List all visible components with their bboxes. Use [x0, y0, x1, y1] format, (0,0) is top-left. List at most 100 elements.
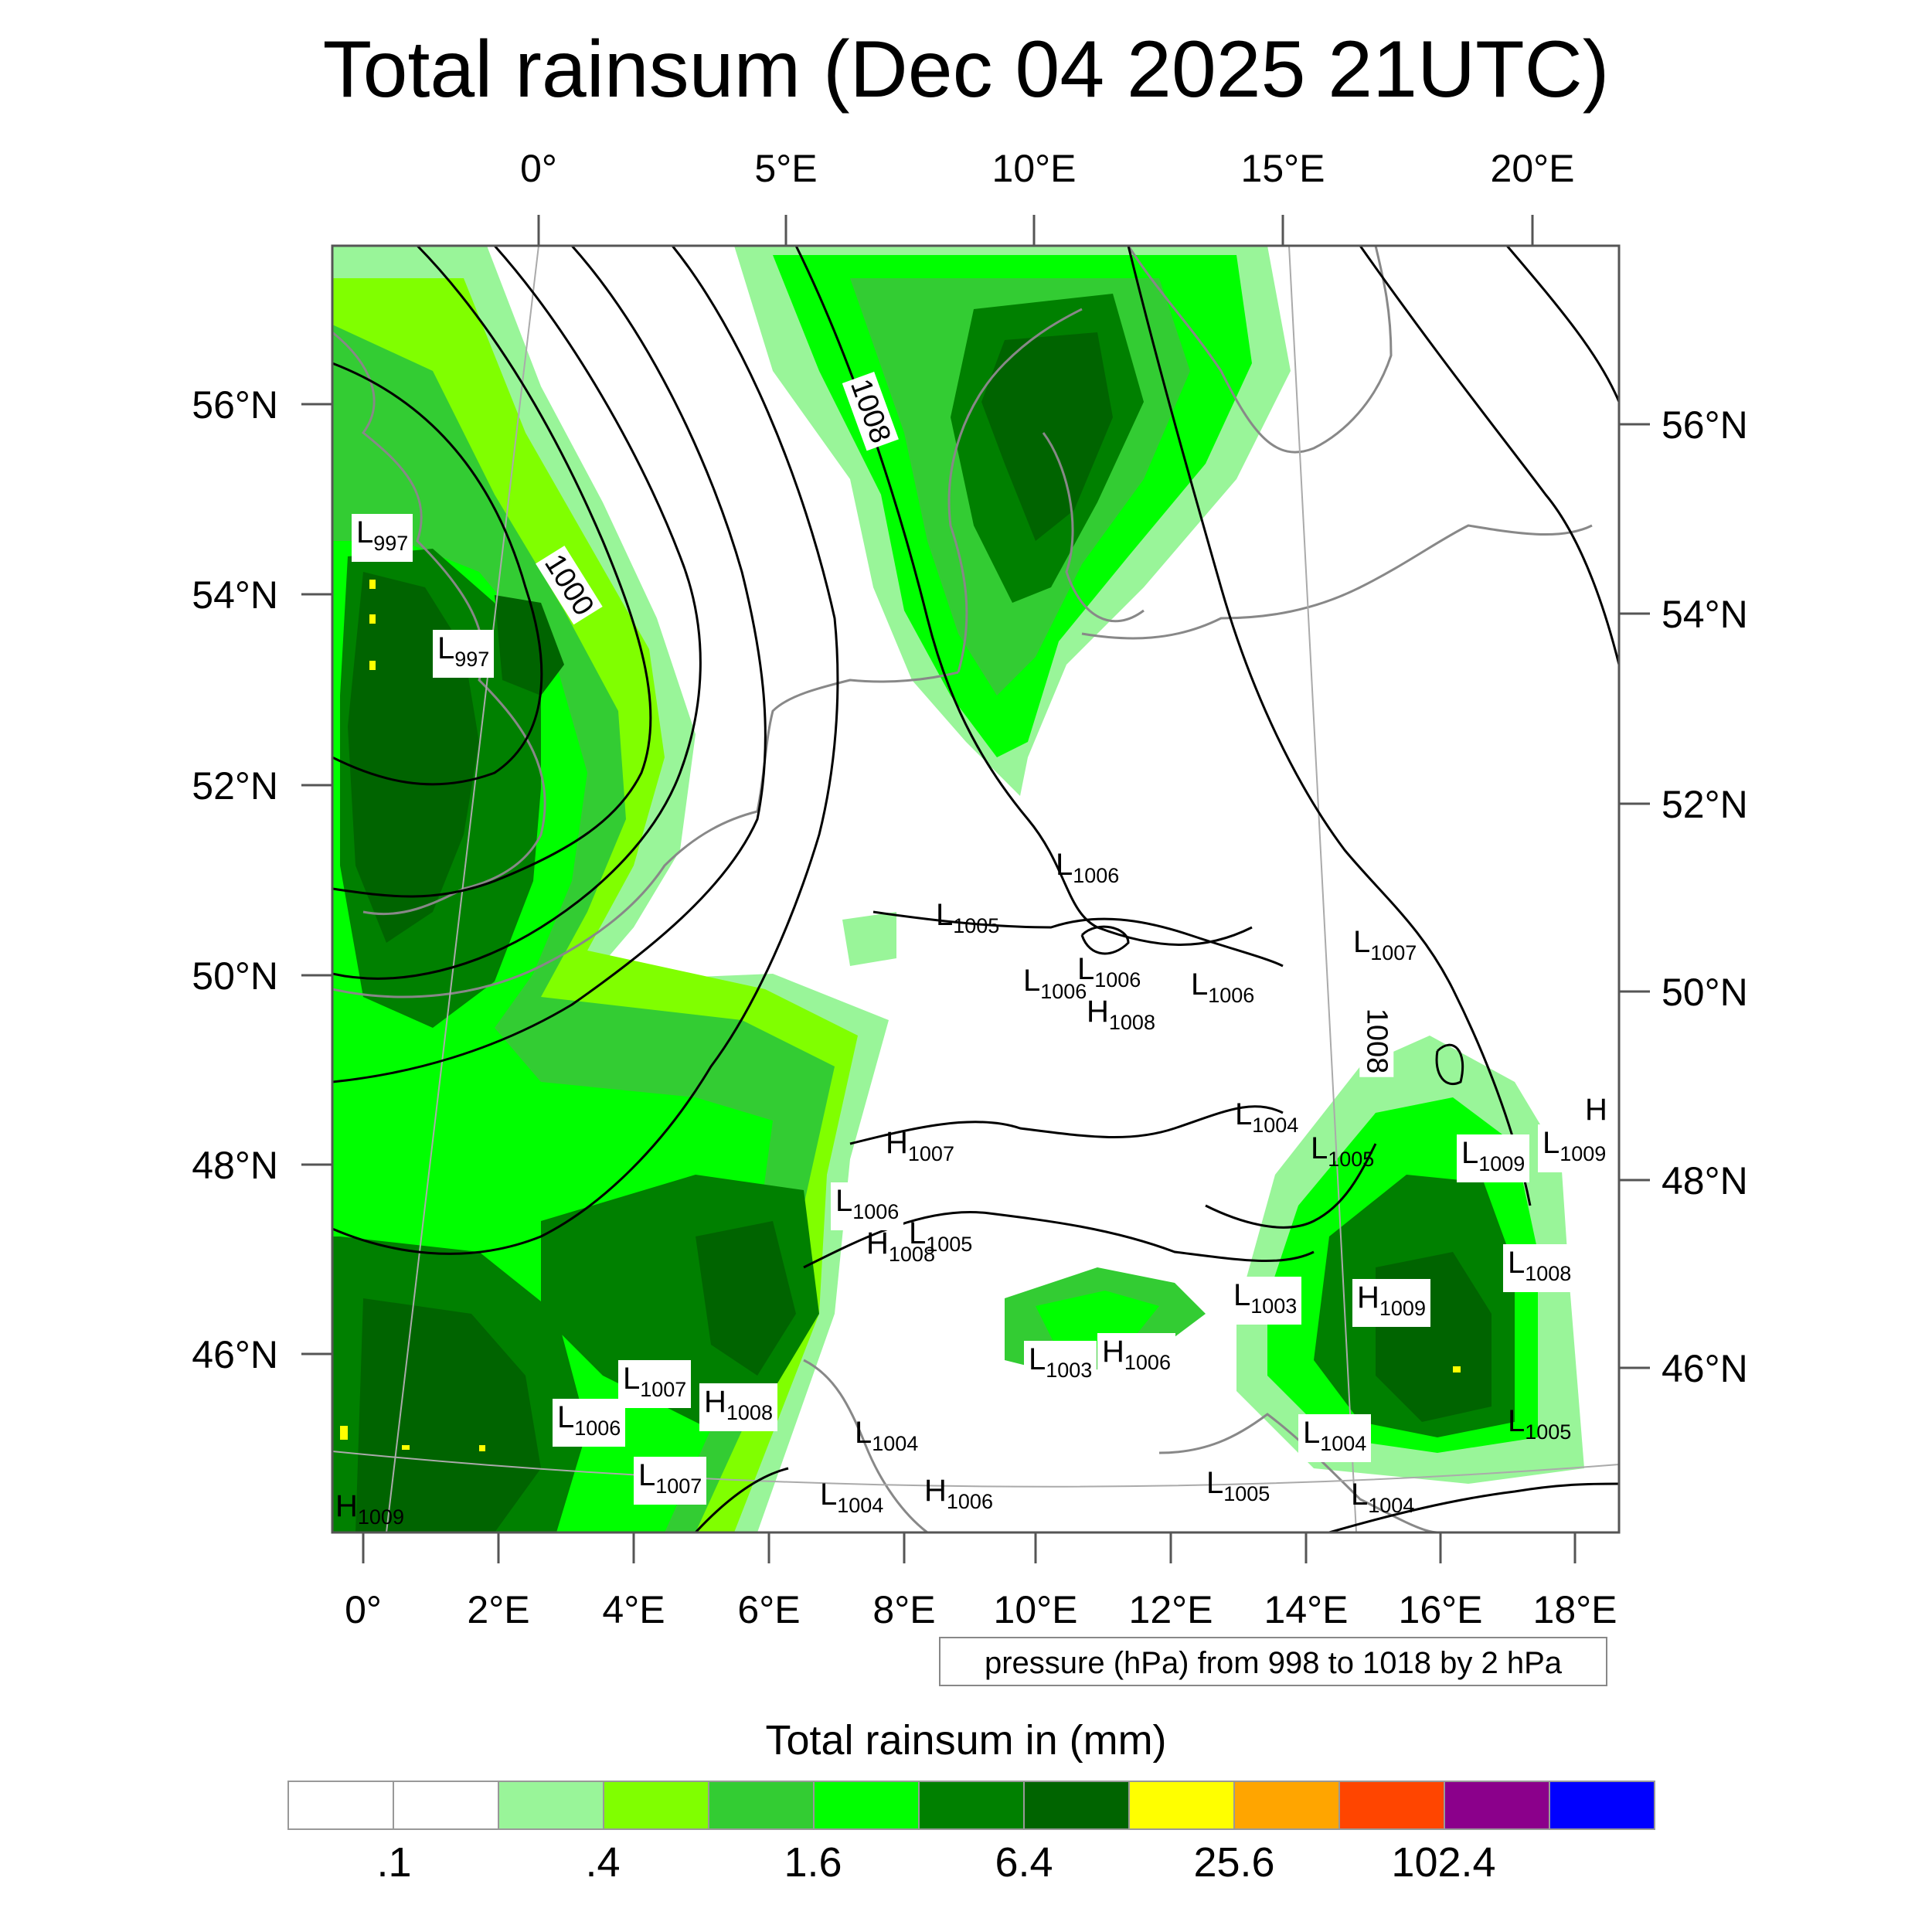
lon-label-bottom: 10°E	[993, 1588, 1078, 1631]
isobar-1008-e	[1127, 246, 1532, 1206]
rain-speck-yellow	[369, 580, 376, 589]
isobar-1010-ne	[1505, 246, 1619, 403]
pressure-low-label: L1007	[618, 1360, 692, 1408]
pressure-high-label: H1009	[1352, 1279, 1430, 1327]
lat-label-left: 50°N	[192, 954, 278, 998]
pressure-low-label: L1003	[1229, 1277, 1302, 1325]
pressure-low-label: L997	[433, 630, 495, 678]
pressure-low-label: L1003	[1024, 1341, 1097, 1389]
pressure-low-label: L1006	[1023, 964, 1087, 1003]
rain-speck-yellow	[340, 1426, 348, 1440]
page-title: Total rainsum (Dec 04 2025 21UTC)	[322, 25, 1610, 114]
rain-speck-yellow	[479, 1445, 485, 1451]
pressure-low-label: L1009	[1538, 1124, 1611, 1172]
lat-label-right: 56°N	[1662, 403, 1748, 447]
lon-label-bottom: 12°E	[1128, 1588, 1213, 1631]
colorbar-tick-label: .4	[585, 1839, 621, 1886]
lat-label-right: 54°N	[1662, 593, 1748, 636]
lat-label-left: 56°N	[192, 383, 278, 427]
pressure-low-label: L1004	[1298, 1414, 1372, 1462]
lon-label-bottom: 16°E	[1398, 1588, 1483, 1631]
map-frame	[331, 244, 1621, 1534]
pressure-low-label: L1007	[1353, 925, 1417, 964]
isobar-label: 1008	[1359, 1005, 1394, 1077]
pressure-high-label: H1008	[1087, 995, 1155, 1034]
pressure-low-label: L1004	[820, 1478, 884, 1517]
isobar-alpine	[849, 1105, 1284, 1145]
pressure-low-label: L1006	[553, 1399, 626, 1447]
pressure-high-label: H	[1585, 1093, 1607, 1127]
lon-label-bottom: 4°E	[602, 1588, 665, 1631]
colorbar-swatch	[1128, 1781, 1235, 1830]
rain-speck-yellow	[369, 614, 376, 624]
colorbar-swatch	[287, 1781, 394, 1830]
colorbar-swatch	[1023, 1781, 1130, 1830]
colorbar-tick-label: 102.4	[1391, 1839, 1496, 1886]
lat-label-right: 46°N	[1662, 1347, 1748, 1390]
isobar-1006	[332, 246, 839, 1255]
lat-label-left: 48°N	[192, 1144, 278, 1187]
colorbar-swatch	[1233, 1781, 1340, 1830]
lat-label-left: 46°N	[192, 1333, 278, 1376]
isobar-e-loop	[1435, 1043, 1464, 1085]
isobar-bottom	[1328, 1482, 1619, 1532]
pressure-high-label: H1008	[866, 1226, 935, 1266]
lat-label-left: 52°N	[192, 764, 278, 808]
pressure-high-label: H1006	[1097, 1333, 1175, 1381]
pressure-low-label: L1004	[1235, 1097, 1299, 1137]
graticule	[332, 246, 1619, 1532]
pressure-low-label: L1009	[1457, 1134, 1530, 1182]
rain-speck-yellow	[369, 661, 376, 670]
pressure-low-label: L1005	[1206, 1466, 1270, 1505]
pressure-low-label: L1005	[909, 1216, 973, 1256]
pressure-low-label: L997	[352, 514, 413, 562]
isobar-1002	[332, 246, 702, 980]
isobar-1004	[332, 246, 767, 1083]
pressure-low-label: L1006	[831, 1182, 904, 1230]
pressure-low-label: L1007	[634, 1457, 707, 1505]
pressure-low-label: L1004	[1351, 1478, 1415, 1517]
colorbar-swatch	[918, 1781, 1025, 1830]
lat-label-right: 48°N	[1662, 1159, 1748, 1202]
colorbar-swatch	[1338, 1781, 1445, 1830]
colorbar-swatch	[498, 1781, 604, 1830]
lon-label-top: 0°	[520, 147, 557, 190]
lat-label-left: 54°N	[192, 573, 278, 617]
lon-label-top: 5°E	[754, 147, 818, 190]
lon-label-top: 10°E	[992, 147, 1077, 190]
colorbar-swatch	[813, 1781, 920, 1830]
pressure-low-label: L1006	[1077, 952, 1141, 992]
isobar-bottom-w	[694, 1467, 789, 1532]
lon-label-bottom: 14°E	[1264, 1588, 1349, 1631]
lon-label-bottom: 18°E	[1532, 1588, 1617, 1631]
pressure-high-label: H1007	[886, 1126, 954, 1165]
lon-label-bottom: 2°E	[467, 1588, 530, 1631]
contour-info-box: pressure (hPa) from 998 to 1018 by 2 hPa	[939, 1637, 1607, 1686]
rain-core-sw-dark	[355, 1298, 541, 1532]
colorbar-tick-label: 6.4	[995, 1839, 1053, 1886]
parallel-45n	[332, 1451, 1619, 1488]
coastline-baltic	[1081, 524, 1593, 640]
pressure-low-label: L1006	[1191, 968, 1255, 1007]
pressure-high-label: H1008	[699, 1383, 777, 1431]
lon-label-top: 15°E	[1240, 147, 1325, 190]
coastline-sweden	[1127, 246, 1393, 454]
colorbar-tick-label: 25.6	[1193, 1839, 1275, 1886]
isobar-1000	[332, 246, 652, 898]
colorbar-swatch	[708, 1781, 815, 1830]
rain-patch-benelux	[842, 912, 896, 966]
colorbar-swatch	[603, 1781, 709, 1830]
colorbar-swatch	[1549, 1781, 1655, 1830]
meridian-0	[386, 246, 539, 1532]
lon-label-bottom: 8°E	[872, 1588, 936, 1631]
colorbar-tick-label: .1	[376, 1839, 412, 1886]
isobar-1008-ne	[1359, 246, 1619, 665]
colorbar-tick-label: 1.6	[784, 1839, 842, 1886]
lat-label-right: 52°N	[1662, 783, 1748, 826]
pressure-high-label: H1009	[335, 1489, 404, 1529]
pressure-low-label: L1004	[855, 1416, 919, 1455]
colorbar-swatch	[1444, 1781, 1550, 1830]
pressure-low-label: L1005	[936, 898, 1000, 937]
